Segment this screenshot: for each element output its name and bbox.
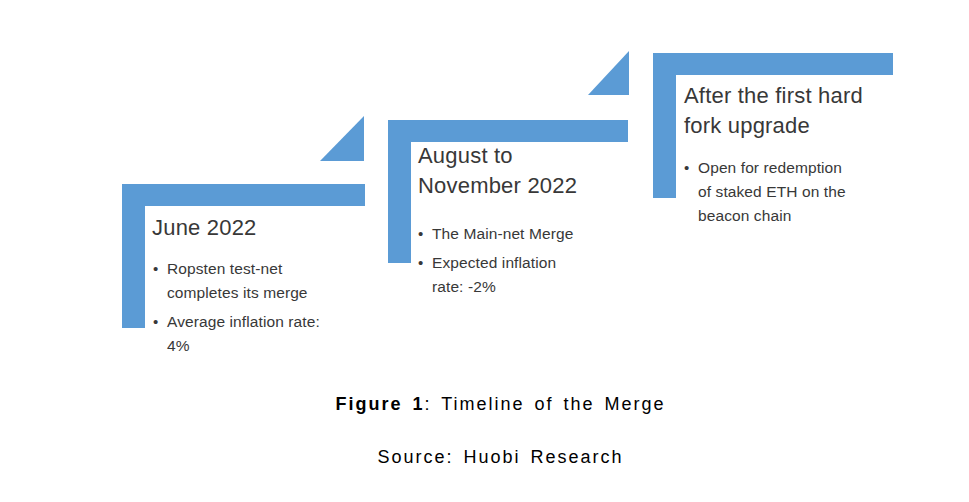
step-left-bar bbox=[388, 120, 411, 263]
step-top-bar bbox=[653, 53, 893, 75]
bullet-item: • Expected inflation rate: -2% bbox=[418, 251, 623, 299]
bullet-text: The Main-net Merge bbox=[432, 222, 623, 246]
step-title: August to November 2022 bbox=[418, 141, 618, 201]
figure-caption-text: : Timeline of the Merge bbox=[424, 394, 665, 414]
bullet-text: Open for redemption of staked ETH on the… bbox=[698, 156, 894, 228]
step-bullet-list: • The Main-net Merge • Expected inflatio… bbox=[418, 222, 623, 304]
figure-canvas: June 2022 • Ropsten test-net completes i… bbox=[0, 0, 969, 502]
step-top-bar bbox=[388, 120, 628, 142]
figure-caption-label: Figure 1 bbox=[335, 394, 424, 414]
step-bullet-list: • Ropsten test-net completes its merge •… bbox=[153, 257, 358, 363]
bullet-icon: • bbox=[153, 310, 167, 334]
bullet-item: • Open for redemption of staked ETH on t… bbox=[684, 156, 894, 228]
bullet-icon: • bbox=[153, 257, 167, 281]
bullet-item: • Ropsten test-net completes its merge bbox=[153, 257, 358, 305]
timeline-step-june-2022: June 2022 • Ropsten test-net completes i… bbox=[122, 184, 365, 328]
step-title: June 2022 bbox=[152, 213, 362, 243]
step-arrow-icon bbox=[588, 51, 629, 95]
bullet-icon: • bbox=[418, 251, 432, 275]
step-left-bar bbox=[653, 53, 676, 198]
bullet-icon: • bbox=[684, 156, 698, 180]
bullet-text: Ropsten test-net completes its merge bbox=[167, 257, 358, 305]
step-arrow-icon bbox=[320, 116, 364, 161]
step-top-bar bbox=[122, 184, 365, 206]
bullet-item: • Average inflation rate: 4% bbox=[153, 310, 358, 358]
timeline-step-after-hard-fork: After the first hard fork upgrade • Open… bbox=[653, 53, 893, 198]
step-bullet-list: • Open for redemption of staked ETH on t… bbox=[684, 156, 894, 233]
timeline-step-august-november-2022: August to November 2022 • The Main-net M… bbox=[388, 120, 628, 263]
figure-caption: Figure 1: Timeline of the Merge bbox=[0, 394, 969, 415]
source-caption: Source: Huobi Research bbox=[0, 447, 969, 468]
bullet-item: • The Main-net Merge bbox=[418, 222, 623, 246]
step-left-bar bbox=[122, 184, 145, 328]
bullet-icon: • bbox=[418, 222, 432, 246]
step-title: After the first hard fork upgrade bbox=[684, 81, 899, 141]
bullet-text: Expected inflation rate: -2% bbox=[432, 251, 623, 299]
bullet-text: Average inflation rate: 4% bbox=[167, 310, 358, 358]
